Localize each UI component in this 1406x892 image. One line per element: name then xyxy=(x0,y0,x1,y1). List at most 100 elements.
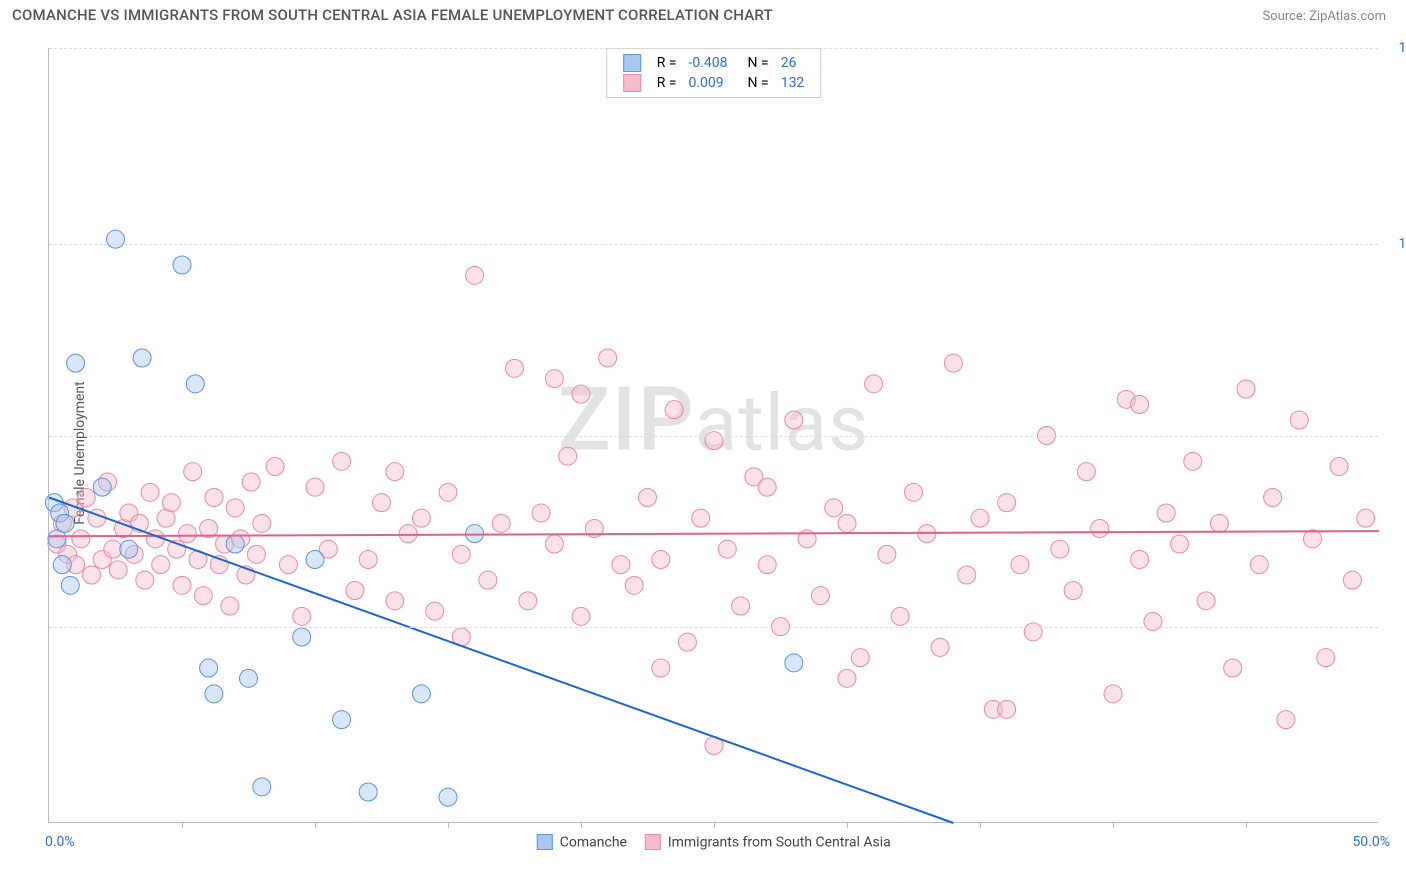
scatter-point xyxy=(466,266,484,284)
scatter-point xyxy=(178,525,196,543)
scatter-point xyxy=(785,411,803,429)
scatter-point xyxy=(373,494,391,512)
scatter-point xyxy=(205,489,223,507)
scatter-point xyxy=(184,463,202,481)
scatter-point xyxy=(293,607,311,625)
scatter-point xyxy=(133,349,151,367)
scatter-point xyxy=(205,685,223,703)
scatter-point xyxy=(152,556,170,574)
scatter-point xyxy=(107,230,125,248)
scatter-point xyxy=(1343,571,1361,589)
r-label: R = xyxy=(657,75,677,91)
scatter-point xyxy=(492,514,510,532)
scatter-point xyxy=(572,385,590,403)
swatch-pink-icon xyxy=(623,74,641,92)
scatter-point xyxy=(439,788,457,806)
scatter-point xyxy=(426,602,444,620)
scatter-point xyxy=(83,566,101,584)
scatter-point xyxy=(240,669,258,687)
scatter-point xyxy=(944,354,962,372)
scatter-point xyxy=(678,633,696,651)
scatter-point xyxy=(247,545,265,563)
scatter-point xyxy=(1184,452,1202,470)
scatter-point xyxy=(1330,458,1348,476)
scatter-point xyxy=(652,659,670,677)
scatter-point xyxy=(293,628,311,646)
scatter-point xyxy=(333,711,351,729)
scatter-point xyxy=(77,489,95,507)
scatter-point xyxy=(226,499,244,517)
scatter-point xyxy=(1131,551,1149,569)
scatter-point xyxy=(1264,489,1282,507)
scatter-point xyxy=(386,592,404,610)
scatter-point xyxy=(652,551,670,569)
scatter-point xyxy=(1290,411,1308,429)
scatter-point xyxy=(1157,504,1175,522)
scatter-point xyxy=(56,514,74,532)
gridline xyxy=(49,627,1378,628)
x-tick-mark xyxy=(714,822,715,828)
scatter-point xyxy=(53,556,71,574)
scatter-point xyxy=(532,504,550,522)
source-attribution: Source: ZipAtlas.com xyxy=(1262,9,1386,24)
legend-stats-row-pink: R = 0.009 N = 132 xyxy=(617,73,811,93)
x-tick-mark xyxy=(847,822,848,828)
scatter-point xyxy=(104,540,122,558)
scatter-point xyxy=(998,494,1016,512)
scatter-point xyxy=(931,638,949,656)
swatch-blue-icon xyxy=(536,834,552,850)
scatter-point xyxy=(412,509,430,527)
x-tick-mark xyxy=(980,822,981,828)
scatter-point xyxy=(891,607,909,625)
scatter-point xyxy=(1250,556,1268,574)
scatter-point xyxy=(958,566,976,584)
scatter-point xyxy=(785,654,803,672)
gridline xyxy=(49,48,1378,49)
scatter-point xyxy=(242,473,260,491)
scatter-point xyxy=(306,478,324,496)
scatter-point xyxy=(545,370,563,388)
x-tick-mark xyxy=(581,822,582,828)
scatter-point xyxy=(266,458,284,476)
gridline xyxy=(49,244,1378,245)
scatter-point xyxy=(1210,514,1228,532)
scatter-point xyxy=(279,556,297,574)
scatter-point xyxy=(838,514,856,532)
scatter-point xyxy=(67,354,85,372)
r-value-blue: -0.408 xyxy=(682,53,733,73)
scatter-point xyxy=(333,452,351,470)
scatter-point xyxy=(479,571,497,589)
scatter-point xyxy=(141,483,159,501)
scatter-point xyxy=(399,525,417,543)
source-link[interactable]: ZipAtlas.com xyxy=(1309,9,1386,24)
scatter-point xyxy=(665,401,683,419)
plot-area: ZIPatlas R = -0.408 N = 26 R = 0.009 N =… xyxy=(48,48,1378,823)
scatter-point xyxy=(639,489,657,507)
scatter-point xyxy=(1104,685,1122,703)
scatter-point xyxy=(838,669,856,687)
scatter-point xyxy=(253,778,271,796)
n-value-blue: 26 xyxy=(775,53,811,73)
y-tick-label: 11.2% xyxy=(1398,236,1406,252)
source-label: Source: xyxy=(1262,9,1305,24)
scatter-point xyxy=(439,483,457,501)
n-label: N = xyxy=(748,75,769,91)
scatter-point xyxy=(1064,582,1082,600)
scatter-point xyxy=(359,783,377,801)
scatter-point xyxy=(519,592,537,610)
chart-title: COMANCHE VS IMMIGRANTS FROM SOUTH CENTRA… xyxy=(12,6,773,24)
scatter-point xyxy=(1277,711,1295,729)
scatter-point xyxy=(1024,623,1042,641)
scatter-point xyxy=(971,509,989,527)
scatter-point xyxy=(599,349,617,367)
chart-container: Female Unemployment ZIPatlas R = -0.408 … xyxy=(0,28,1406,878)
scatter-point xyxy=(612,556,630,574)
scatter-point xyxy=(758,556,776,574)
scatter-point xyxy=(61,576,79,594)
scatter-point xyxy=(718,540,736,558)
scatter-point xyxy=(162,494,180,512)
scatter-point xyxy=(998,700,1016,718)
scatter-point xyxy=(1237,380,1255,398)
scatter-point xyxy=(1171,535,1189,553)
scatter-point xyxy=(1304,530,1322,548)
